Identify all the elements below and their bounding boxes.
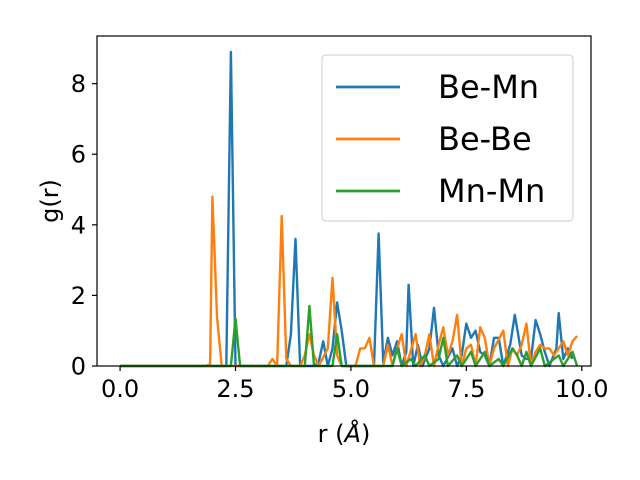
- x-tick-label: 10.0: [555, 375, 608, 403]
- x-tick-label: 5.0: [332, 375, 370, 403]
- legend-label-2: Mn-Mn: [438, 172, 545, 210]
- y-tick-label: 4: [71, 211, 86, 239]
- series-line-2: [120, 304, 579, 368]
- x-axis-label: r (Å): [318, 419, 371, 448]
- y-axis: 0 2 4 6 8: [71, 70, 97, 381]
- x-axis: 0.0 2.5 5.0 7.5 10.0: [101, 366, 608, 403]
- series-line-1: [120, 195, 579, 368]
- x-axis-label-main: r (: [318, 420, 345, 448]
- x-tick-label: 7.5: [447, 375, 485, 403]
- x-axis-label-close: ): [361, 420, 370, 448]
- y-tick-label: 6: [71, 141, 86, 169]
- y-axis-label: g(r): [36, 179, 64, 223]
- x-tick-label: 0.0: [101, 375, 139, 403]
- legend-label-1: Be-Be: [438, 120, 532, 158]
- y-tick-label: 8: [71, 70, 86, 98]
- legend-label-0: Be-Mn: [438, 68, 539, 106]
- legend: Be-Mn Be-Be Mn-Mn: [321, 54, 574, 222]
- legend-box: [321, 54, 574, 222]
- y-tick-label: 0: [71, 353, 86, 381]
- plot-frame: [96, 35, 592, 367]
- x-tick-label: 2.5: [216, 375, 254, 403]
- x-axis-label-unit: Å: [343, 419, 361, 448]
- y-tick-label: 2: [71, 282, 86, 310]
